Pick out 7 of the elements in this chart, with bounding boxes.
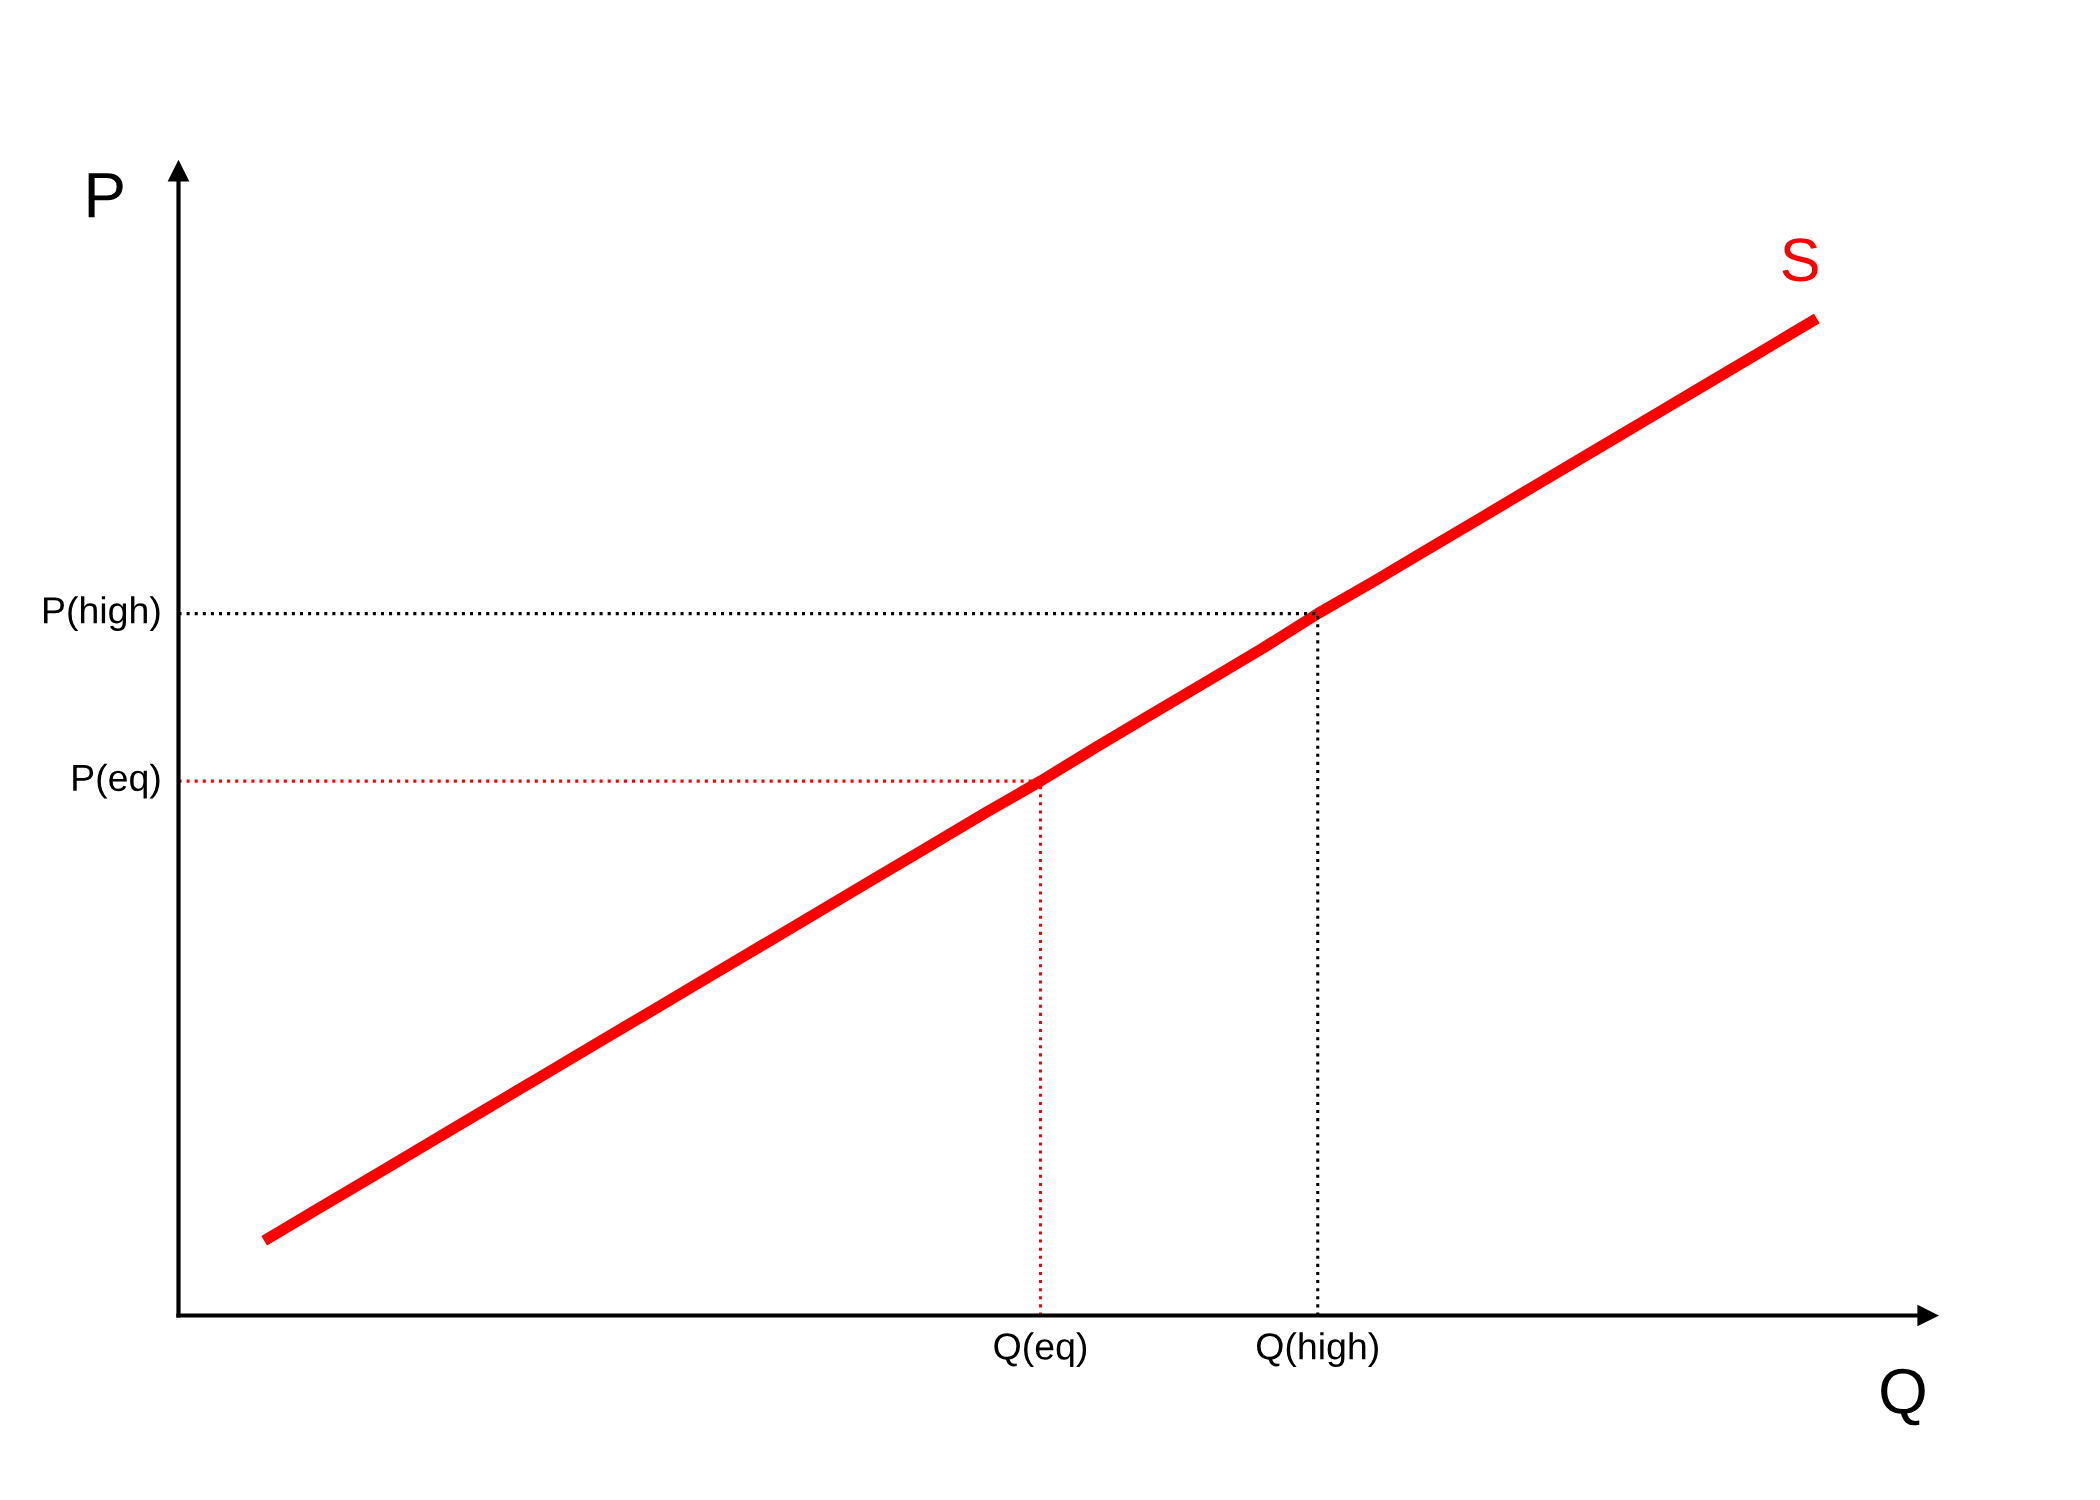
y-axis-title: P: [88, 173, 123, 218]
text: Q: [1881, 1368, 1925, 1426]
series-label: S: [1782, 238, 1818, 282]
x-tick-label: Q(eq): [994, 1332, 1087, 1368]
ref-line-label: P(eq): [73, 763, 160, 799]
ref-line-label: P(high): [44, 596, 160, 632]
x-tick-label: Q(high): [1257, 1332, 1378, 1368]
